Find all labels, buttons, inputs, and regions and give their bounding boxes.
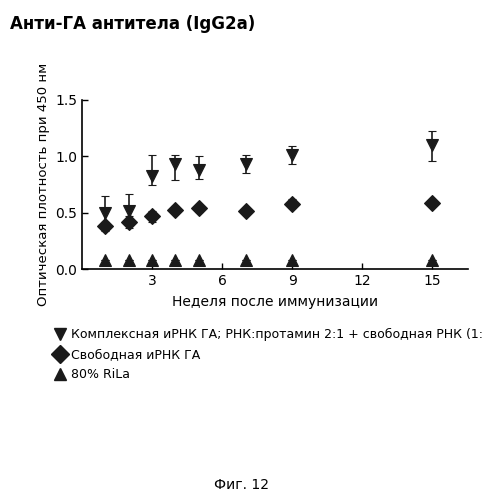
Text: Фиг. 12: Фиг. 12 [214,478,268,492]
Legend: Комплексная иРНК ГА; РНК:протамин 2:1 + свободная РНК (1:1), Свободная иРНК ГА, : Комплексная иРНК ГА; РНК:протамин 2:1 + … [50,323,482,386]
Y-axis label: Оптическая плотность при 450 нм: Оптическая плотность при 450 нм [37,63,50,306]
Text: Анти-ГА антитела (IgG2a): Анти-ГА антитела (IgG2a) [10,15,255,33]
X-axis label: Неделя после иммунизации: Неделя после иммунизации [172,295,378,309]
